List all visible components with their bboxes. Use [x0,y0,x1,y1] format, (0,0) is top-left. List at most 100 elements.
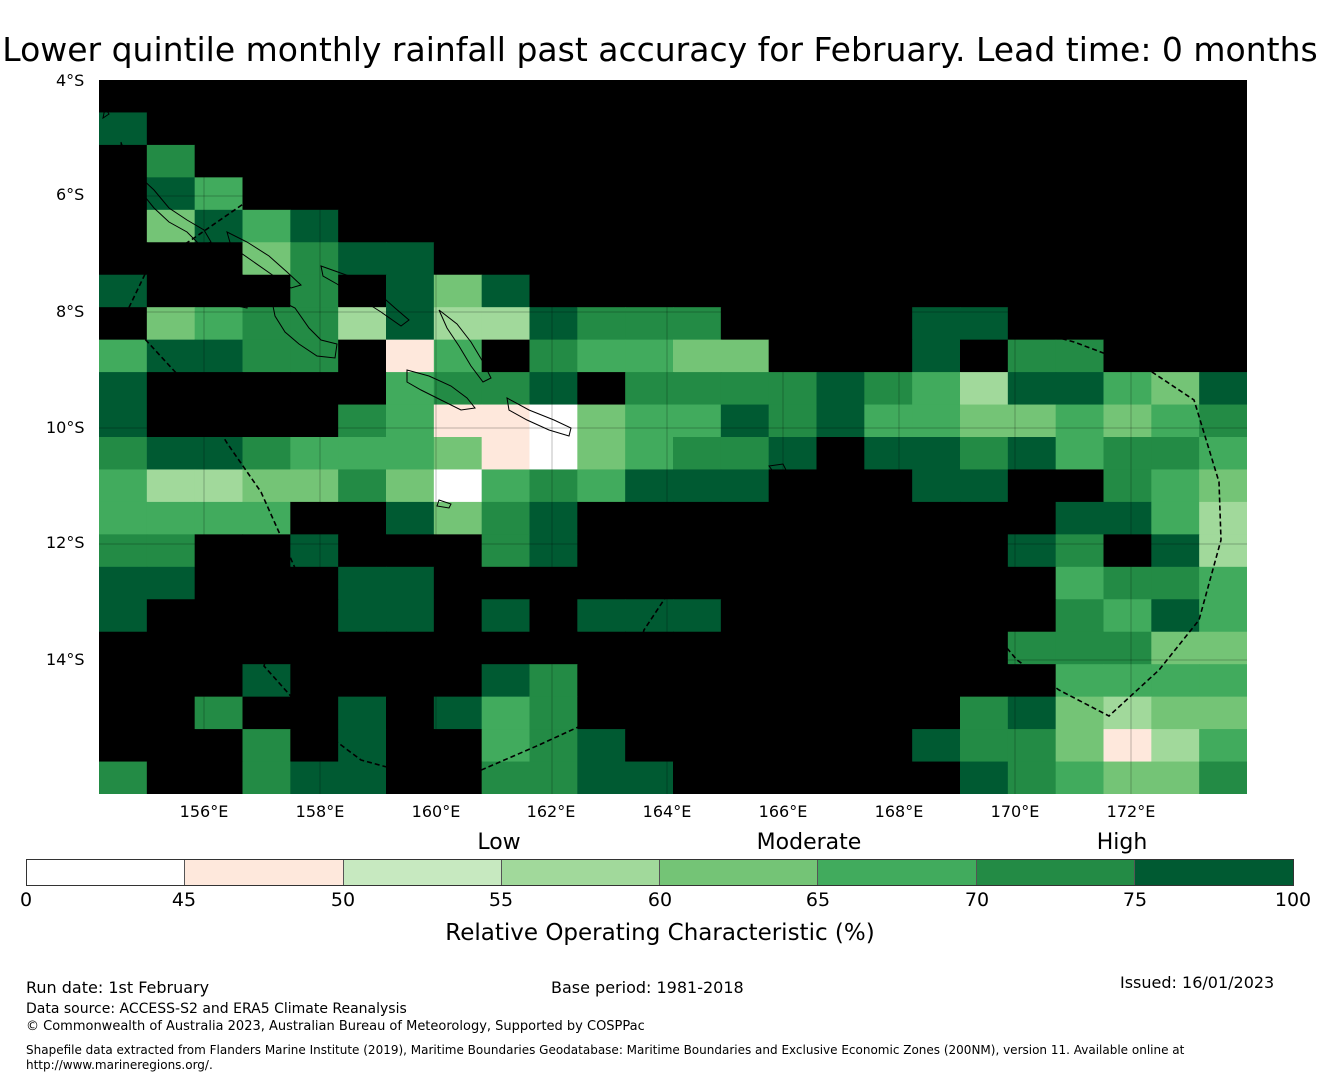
grid-cell [194,80,244,114]
grid-cell [1055,631,1105,665]
grid-cell [816,112,865,146]
grid-cell [1055,469,1105,503]
grid-cell [242,339,291,373]
grid-cell [1199,144,1247,178]
grid-cell [146,599,196,633]
grid-cell [1055,599,1105,633]
grid-cell [768,566,818,600]
grid-cell [433,729,483,763]
grid-cell [529,209,578,243]
colorbar [26,859,1294,886]
grid-cell [960,274,1009,308]
grid-cell [146,372,196,406]
grid-cell [194,729,244,763]
grid-cell [625,501,674,535]
grid-cell [146,404,196,438]
grid-cell [1055,729,1105,763]
grid-cell [768,631,818,665]
grid-cell [338,80,387,114]
island-bougainville [120,141,212,247]
run-date: Run date: 1st February [26,978,210,997]
issued-date: Issued: 16/01/2023 [1120,973,1275,992]
grid-cell [912,80,961,114]
grid-cell [577,177,626,211]
grid-cell [816,501,865,535]
grid-cell [433,761,483,794]
grid-cell [99,274,148,308]
grid-cell [338,469,387,503]
grid-cell [912,631,961,665]
colorbar-swatch [185,860,344,885]
grid-cell [481,80,531,114]
grid-cell [338,599,387,633]
grid-cell [338,664,387,698]
grid-cell [720,372,770,406]
grid-cell [433,534,483,568]
grid-cell [338,437,387,471]
grid-cell [338,112,387,146]
grid-cell [386,242,435,276]
grid-cell [481,307,531,341]
grid-cell [960,177,1009,211]
grid-cell [912,177,961,211]
grid-cell [386,274,435,308]
grid-cell [1103,696,1152,730]
grid-cell [673,729,722,763]
grid-cell [433,437,483,471]
grid-cell [338,729,387,763]
colorbar-swatch [501,860,660,885]
grid-cell [864,664,913,698]
grid-cell [1103,599,1152,633]
colorbar-tick: 65 [805,889,831,911]
grid-cell [1103,209,1152,243]
lon-label: 170°E [990,802,1040,821]
grid-cell [242,501,291,535]
grid-cell [1103,274,1152,308]
grid-cell [912,599,961,633]
grid-cell [768,696,818,730]
grid-cell [290,599,339,633]
grid-cell [673,566,722,600]
grid-cell [720,469,770,503]
grid-cell [720,307,770,341]
grid-cell [673,242,722,276]
grid-cell [816,404,865,438]
grid-cell [864,242,913,276]
grid-cell [194,501,244,535]
grid-cell [625,437,674,471]
grid-cell [625,209,674,243]
grid-cell [529,566,578,600]
grid-cell [625,80,674,114]
grid-cell [1199,307,1247,341]
grid-cell [290,437,339,471]
grid-cell [768,112,818,146]
grid-cell [1103,469,1152,503]
island-buka [102,106,110,120]
grid-cell [1007,729,1057,763]
grid-cell [1007,664,1057,698]
grid-cell [912,534,961,568]
grid-cell [577,339,626,373]
island-rennell [436,499,452,509]
grid-cell [1199,631,1247,665]
lat-label: 12°S [46,533,85,552]
grid-cell [1103,177,1152,211]
grid-cell [720,664,770,698]
grid-cell [481,144,531,178]
grid-cell [673,631,722,665]
grid-cell [146,274,196,308]
grid-cell [1151,404,1200,438]
grid-cell [1199,437,1247,471]
grid-cell [99,242,148,276]
grid-cell [290,664,339,698]
grid-cell [625,631,674,665]
grid-cell [720,404,770,438]
grid-cell [625,112,674,146]
grid-cell [290,404,339,438]
grid-cell [338,696,387,730]
grid-cell [529,696,578,730]
grid-cell [1103,631,1152,665]
grid-cell [912,112,961,146]
grid-cell [816,761,865,794]
grid-cell [625,307,674,341]
